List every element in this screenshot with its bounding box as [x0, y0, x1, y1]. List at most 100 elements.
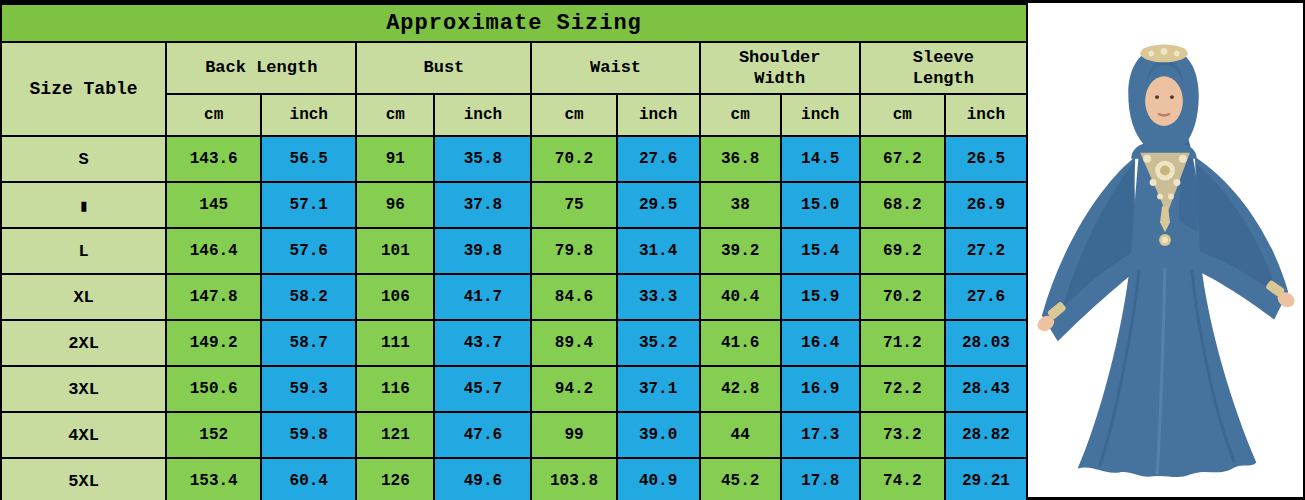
cm-value-cell: 70.2: [531, 136, 616, 182]
inch-value-cell: 49.6: [434, 458, 531, 500]
group-header-row: Size Table Back Length Bust Waist Should…: [1, 42, 1027, 94]
right-eye: [1170, 95, 1174, 99]
size-label: 4XL: [1, 412, 166, 458]
inch-value-cell: 15.9: [781, 274, 860, 320]
cm-value-cell: 94.2: [531, 366, 616, 412]
inch-value-cell: 40.9: [617, 458, 700, 500]
inch-value-cell: 26.5: [945, 136, 1027, 182]
cm-value-cell: 111: [356, 320, 434, 366]
headpiece-jewel-2: [1161, 48, 1168, 55]
cm-value-cell: 38: [700, 182, 781, 228]
table-row: 2XL149.258.711143.789.435.241.616.471.22…: [1, 320, 1027, 366]
inch-value-cell: 17.8: [781, 458, 860, 500]
size-table-body: S143.656.59135.870.227.636.814.567.226.5…: [1, 136, 1027, 500]
inch-value-cell: 47.6: [434, 412, 531, 458]
inch-value-cell: 43.7: [434, 320, 531, 366]
inch-value-cell: 28.43: [945, 366, 1027, 412]
cm-value-cell: 103.8: [531, 458, 616, 500]
inch-value-cell: 26.9: [945, 182, 1027, 228]
size-label: 5XL: [1, 458, 166, 500]
cm-value-cell: 116: [356, 366, 434, 412]
page-title: Approximate Sizing: [1, 4, 1027, 42]
inch-value-cell: 28.03: [945, 320, 1027, 366]
size-label: ▮: [1, 182, 166, 228]
table-row: XL147.858.210641.784.633.340.415.970.227…: [1, 274, 1027, 320]
cm-value-cell: 68.2: [860, 182, 945, 228]
cm-value-cell: 99: [531, 412, 616, 458]
inch-value-cell: 33.3: [617, 274, 700, 320]
cm-value-cell: 121: [356, 412, 434, 458]
inch-value-cell: 15.4: [781, 228, 860, 274]
inch-value-cell: 29.5: [617, 182, 700, 228]
inch-value-cell: 59.3: [261, 366, 356, 412]
left-eye: [1155, 95, 1159, 99]
inch-value-cell: 28.82: [945, 412, 1027, 458]
cm-value-cell: 74.2: [860, 458, 945, 500]
cm-value-cell: 45.2: [700, 458, 781, 500]
cm-value-cell: 41.6: [700, 320, 781, 366]
size-label: S: [1, 136, 166, 182]
cm-value-cell: 39.2: [700, 228, 781, 274]
cm-value-cell: 101: [356, 228, 434, 274]
column-group-waist: Waist: [531, 42, 699, 94]
sizing-table-container: Approximate Sizing Size Table Back Lengt…: [0, 3, 1028, 497]
size-label: XL: [1, 274, 166, 320]
inch-value-cell: 31.4: [617, 228, 700, 274]
table-row: 4XL15259.812147.69939.04417.373.228.82: [1, 412, 1027, 458]
inch-value-cell: 57.1: [261, 182, 356, 228]
unit-header-inch: inch: [261, 94, 356, 136]
inch-value-cell: 35.8: [434, 136, 531, 182]
size-chart-page: Approximate Sizing Size Table Back Lengt…: [0, 0, 1305, 500]
unit-header-cm: cm: [356, 94, 434, 136]
inch-value-cell: 27.6: [945, 274, 1027, 320]
inch-value-cell: 60.4: [261, 458, 356, 500]
cm-value-cell: 106: [356, 274, 434, 320]
cm-value-cell: 96: [356, 182, 434, 228]
unit-header-inch: inch: [781, 94, 860, 136]
cm-value-cell: 36.8: [700, 136, 781, 182]
cm-value-cell: 143.6: [166, 136, 261, 182]
inch-value-cell: 15.0: [781, 182, 860, 228]
table-row: 3XL150.659.311645.794.237.142.816.972.22…: [1, 366, 1027, 412]
cm-value-cell: 70.2: [860, 274, 945, 320]
column-group-sleeve-length: Sleeve Length: [860, 42, 1027, 94]
unit-header-cm: cm: [700, 94, 781, 136]
cm-value-cell: 146.4: [166, 228, 261, 274]
inch-value-cell: 27.6: [617, 136, 700, 182]
column-group-bust: Bust: [356, 42, 531, 94]
unit-header-inch: inch: [945, 94, 1027, 136]
cm-value-cell: 149.2: [166, 320, 261, 366]
table-row: S143.656.59135.870.227.636.814.567.226.5: [1, 136, 1027, 182]
cm-value-cell: 147.8: [166, 274, 261, 320]
cm-value-cell: 153.4: [166, 458, 261, 500]
face: [1145, 76, 1183, 126]
cm-value-cell: 126: [356, 458, 434, 500]
title-row: Approximate Sizing: [1, 4, 1027, 42]
inch-value-cell: 56.5: [261, 136, 356, 182]
inch-value-cell: 29.21: [945, 458, 1027, 500]
inch-value-cell: 57.6: [261, 228, 356, 274]
size-label: 3XL: [1, 366, 166, 412]
inch-value-cell: 58.2: [261, 274, 356, 320]
unit-header-inch: inch: [617, 94, 700, 136]
inch-value-cell: 17.3: [781, 412, 860, 458]
table-row: ▮14557.19637.87529.53815.068.226.9: [1, 182, 1027, 228]
cm-value-cell: 145: [166, 182, 261, 228]
inch-value-cell: 58.7: [261, 320, 356, 366]
cm-value-cell: 71.2: [860, 320, 945, 366]
inch-value-cell: 16.4: [781, 320, 860, 366]
headpiece-jewel-3: [1174, 50, 1180, 56]
unit-header-inch: inch: [434, 94, 531, 136]
cm-value-cell: 91: [356, 136, 434, 182]
corner-header: Size Table: [1, 42, 166, 136]
cm-value-cell: 79.8: [531, 228, 616, 274]
inch-value-cell: 37.1: [617, 366, 700, 412]
inch-value-cell: 59.8: [261, 412, 356, 458]
cm-value-cell: 152: [166, 412, 261, 458]
table-row: 5XL153.460.412649.6103.840.945.217.874.2…: [1, 458, 1027, 500]
cm-value-cell: 69.2: [860, 228, 945, 274]
column-group-back-length: Back Length: [166, 42, 356, 94]
inch-value-cell: 16.9: [781, 366, 860, 412]
inch-value-cell: 39.0: [617, 412, 700, 458]
model-illustration: [1028, 3, 1303, 497]
